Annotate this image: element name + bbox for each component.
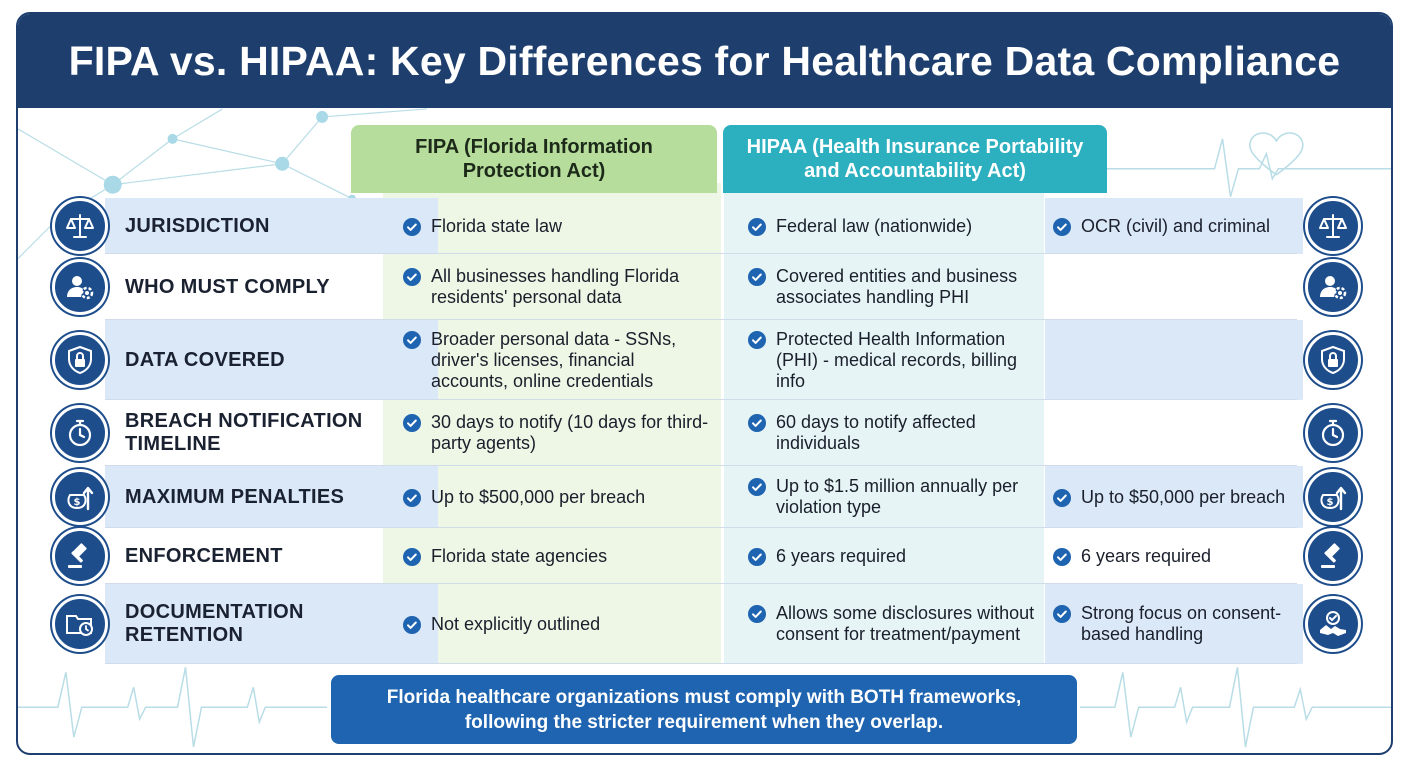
cell-text: Not explicitly outlined <box>431 613 601 634</box>
shield-lock-icon <box>1305 332 1361 388</box>
table-row: WHO MUST COMPLY All businesses handling F… <box>52 254 1361 320</box>
extra-cell: OCR (civil) and criminal <box>1053 216 1301 237</box>
check-icon <box>1053 217 1071 236</box>
cell-text: 30 days to notify (10 days for third-par… <box>431 412 709 453</box>
stopwatch-icon <box>1305 405 1361 461</box>
check-icon <box>403 615 421 634</box>
check-icon <box>1053 488 1071 507</box>
row-label: MAXIMUM PENALTIES <box>125 485 345 508</box>
gavel-icon <box>52 528 108 584</box>
hipaa-cell: Covered entities and business associates… <box>748 266 1038 308</box>
shield-lock-icon <box>52 332 108 388</box>
check-icon <box>748 268 766 286</box>
fipa-cell: Florida state agencies <box>403 546 713 567</box>
table-row: DOCUMENTATION RETENTION Not explicitly ou… <box>52 584 1361 664</box>
check-icon <box>748 605 766 623</box>
hipaa-cell: Protected Health Information (PHI) - med… <box>748 329 1038 392</box>
extra-cell: 6 years required <box>1053 546 1301 567</box>
svg-text:$: $ <box>1327 497 1334 508</box>
table-row: JURISDICTION Florida state law Federal law… <box>52 198 1361 254</box>
check-icon <box>403 414 421 432</box>
gavel-icon <box>1305 528 1361 584</box>
scales-icon <box>1305 198 1361 254</box>
hipaa-cell: Federal law (nationwide) <box>748 216 1038 237</box>
svg-text:$: $ <box>74 497 81 508</box>
cell-text: Federal law (nationwide) <box>776 215 973 236</box>
check-icon <box>748 547 766 566</box>
cell-text: Florida state agencies <box>431 545 608 566</box>
check-icon <box>1053 547 1071 566</box>
row-label: ENFORCEMENT <box>125 544 283 567</box>
table-row: BREACH NOTIFICATION TIMELINE 30 days to n… <box>52 400 1361 466</box>
background-decoration <box>18 108 1391 748</box>
check-icon <box>1053 605 1071 623</box>
user-gear-icon <box>1305 259 1361 315</box>
fipa-cell: Florida state law <box>403 216 713 237</box>
handshake-check-icon <box>1305 596 1361 652</box>
cell-text: Up to $500,000 per breach <box>431 486 646 507</box>
user-gear-icon <box>52 259 108 315</box>
folder-clock-icon <box>52 596 108 652</box>
fipa-cell: All businesses handling Florida resident… <box>403 266 713 308</box>
hipaa-cell: Up to $1.5 million annually per violatio… <box>748 476 1038 518</box>
cell-text: Covered entities and business associates… <box>776 266 1018 307</box>
row-label: JURISDICTION <box>125 214 270 237</box>
hipaa-cell: 60 days to notify affected individuals <box>748 412 1038 454</box>
table-row: ENFORCEMENT Florida state agencies 6 years… <box>52 528 1361 584</box>
cell-text: All businesses handling Florida resident… <box>431 266 680 307</box>
cell-text: 6 years required <box>776 545 907 566</box>
check-icon <box>748 217 766 236</box>
hipaa-cell: 6 years required <box>748 546 1038 567</box>
check-icon <box>748 414 766 432</box>
row-label: DOCUMENTATION RETENTION <box>125 601 304 646</box>
cell-text: 6 years required <box>1081 545 1212 566</box>
cell-text: Up to $50,000 per breach <box>1081 486 1286 507</box>
check-icon <box>403 217 421 236</box>
banner-line-2: following the stricter requirement when … <box>464 711 944 733</box>
hipaa-cell: Allows some disclosures without consent … <box>748 603 1038 645</box>
bottom-banner: Florida healthcare organizations must co… <box>331 675 1077 744</box>
fipa-column-header: FIPA (Florida Information Protection Act… <box>351 125 717 193</box>
check-icon <box>403 330 421 349</box>
fipa-cell: Broader personal data - SSNs, driver's l… <box>403 329 713 392</box>
fipa-cell: Not explicitly outlined <box>403 614 713 635</box>
cell-text: Protected Health Information (PHI) - med… <box>776 328 1018 391</box>
banner-line-1: Florida healthcare organizations must co… <box>386 686 1022 708</box>
fipa-cell: Up to $500,000 per breach <box>403 487 713 508</box>
cell-text: Strong focus on consent-based handling <box>1081 603 1282 644</box>
hipaa-column-header: HIPAA (Health Insurance Portability and … <box>723 125 1107 193</box>
money-bag-arrow-icon: $ <box>52 469 108 525</box>
cell-text: 60 days to notify affected individuals <box>776 412 976 453</box>
row-label: WHO MUST COMPLY <box>125 275 330 298</box>
check-icon <box>403 547 421 566</box>
cell-text: Florida state law <box>431 215 563 236</box>
extra-cell: Up to $50,000 per breach <box>1053 487 1301 508</box>
table-row: $ MAXIMUM PENALTIES Up to $500,000 per bre… <box>52 466 1361 528</box>
cell-text: OCR (civil) and criminal <box>1081 215 1271 236</box>
cell-text: Allows some disclosures without consent … <box>776 603 1035 644</box>
cell-text: Broader personal data - SSNs, driver's l… <box>431 328 677 391</box>
title-bar: FIPA vs. HIPAA: Key Differences for Heal… <box>18 14 1391 108</box>
scales-icon <box>52 198 108 254</box>
money-bag-arrow-icon: $ <box>1305 469 1361 525</box>
stopwatch-icon <box>52 405 108 461</box>
check-icon <box>748 478 766 496</box>
check-icon <box>403 488 421 507</box>
extra-cell: Strong focus on consent-based handling <box>1053 603 1301 645</box>
check-icon <box>748 330 766 349</box>
table-row: DATA COVERED Broader personal data - SSNs… <box>52 320 1361 400</box>
check-icon <box>403 268 421 286</box>
cell-text: Up to $1.5 million annually per violatio… <box>776 476 1019 517</box>
page-title: FIPA vs. HIPAA: Key Differences for Heal… <box>68 37 1341 84</box>
row-label: DATA COVERED <box>125 348 285 371</box>
row-label: BREACH NOTIFICATION TIMELINE <box>125 410 363 455</box>
fipa-cell: 30 days to notify (10 days for third-par… <box>403 412 713 454</box>
